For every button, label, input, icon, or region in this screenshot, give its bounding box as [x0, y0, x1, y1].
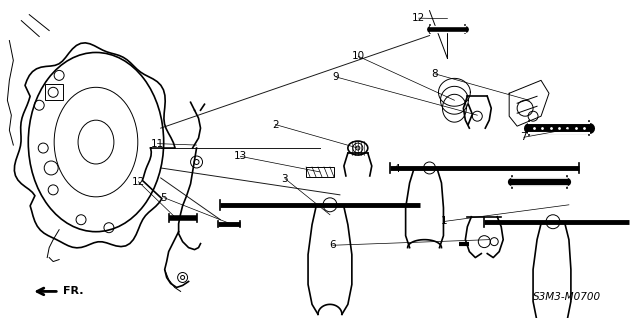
Text: 13: 13 [234, 151, 247, 161]
Text: 9: 9 [333, 72, 339, 82]
Text: 3: 3 [282, 174, 288, 183]
Text: 7: 7 [520, 132, 527, 142]
Text: 4: 4 [393, 164, 400, 174]
Text: 12: 12 [132, 177, 145, 187]
Text: 2: 2 [272, 120, 278, 130]
Text: 12: 12 [412, 13, 426, 23]
Text: 11: 11 [151, 139, 164, 149]
Text: FR.: FR. [63, 286, 84, 296]
Bar [306, 167, 334, 177]
Text: 6: 6 [330, 240, 336, 250]
Text: 8: 8 [431, 69, 438, 79]
Text: 1: 1 [441, 216, 447, 226]
Text: S3M3-M0700: S3M3-M0700 [533, 293, 601, 302]
Text: 5: 5 [161, 193, 167, 203]
Bar [45, 84, 63, 100]
Text: 10: 10 [351, 51, 365, 61]
